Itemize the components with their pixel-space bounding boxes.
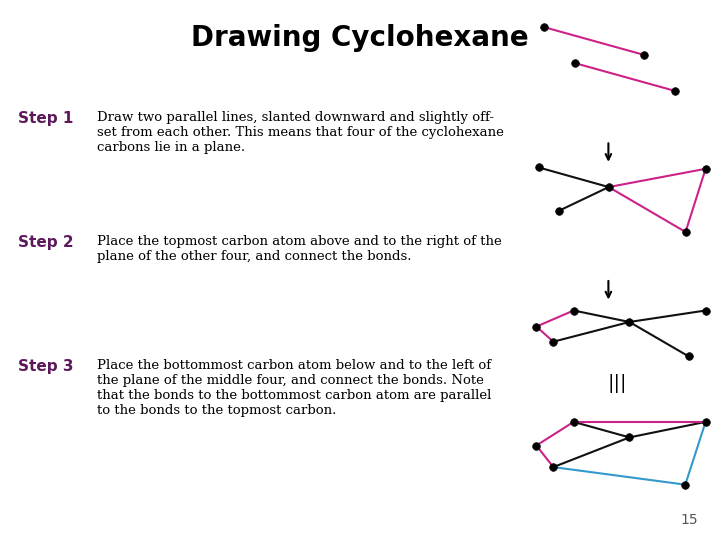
Text: 15: 15 (681, 512, 698, 526)
Text: Place the bottommost carbon atom below and to the left of
the plane of the middl: Place the bottommost carbon atom below a… (97, 359, 492, 417)
Text: Step 3: Step 3 (18, 359, 73, 374)
Text: Step 2: Step 2 (18, 235, 73, 250)
Text: Drawing Cyclohexane: Drawing Cyclohexane (192, 24, 528, 52)
Text: |||: ||| (607, 374, 627, 393)
Text: Draw two parallel lines, slanted downward and slightly off-
set from each other.: Draw two parallel lines, slanted downwar… (97, 111, 504, 154)
Text: Step 1: Step 1 (18, 111, 73, 126)
Text: Place the topmost carbon atom above and to the right of the
plane of the other f: Place the topmost carbon atom above and … (97, 235, 502, 263)
